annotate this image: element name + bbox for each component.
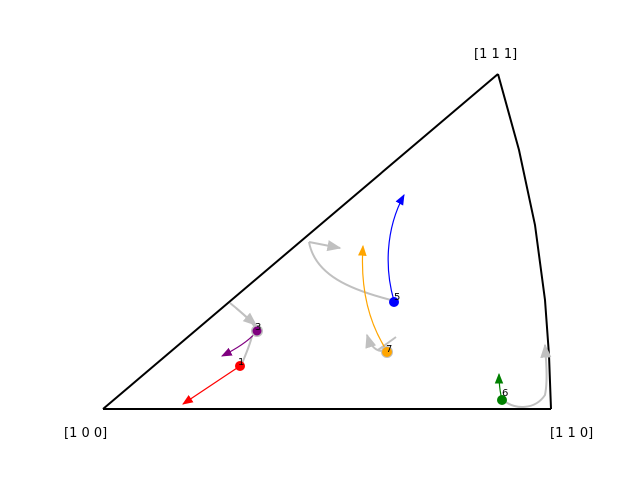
grain-label-7: 7: [386, 344, 392, 355]
ghost-tail-7: [377, 336, 397, 351]
ghost-trajectory-5: [308, 241, 396, 302]
ghost-trajectory-6: [502, 343, 552, 408]
grain-marker-5: [389, 297, 399, 307]
trajectory-grain-5: [387, 194, 405, 302]
corner-label-111: [1 1 1]: [474, 47, 517, 62]
grain-label-6: 6: [502, 388, 508, 399]
grain-label-1: 1: [238, 357, 244, 368]
grain-label-5: 5: [394, 292, 400, 303]
triangle-arc-110-111: [497, 73, 552, 410]
corner-label-110: [1 1 0]: [550, 426, 593, 441]
grain-marker-6: [497, 395, 507, 405]
ghost-arrow-5: [308, 240, 342, 252]
triangle-edge-100-111: [102, 73, 499, 410]
grain-marker-1: [235, 361, 245, 371]
corner-label-100: [1 0 0]: [64, 426, 107, 441]
trajectory-grain-3: [221, 330, 258, 357]
grain-marker-3: [252, 326, 262, 336]
grain-label-3: 3: [255, 322, 261, 333]
trajectory-grain-1: [182, 365, 241, 405]
ghost-arrow-3: [235, 307, 258, 326]
trajectory-grain-7: [358, 244, 388, 352]
grain-marker-7: [382, 347, 392, 357]
